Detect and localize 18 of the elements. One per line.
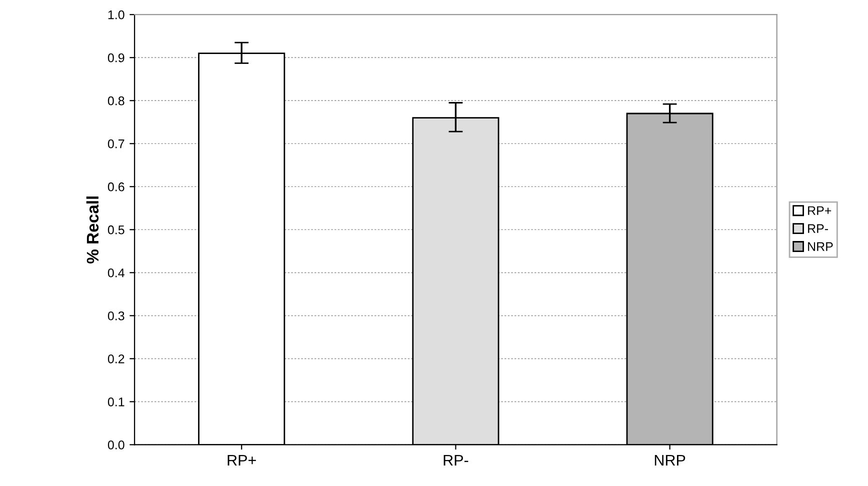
y-tick-label: 1.0 bbox=[108, 10, 124, 20]
y-tick-label: 0.4 bbox=[108, 268, 124, 278]
y-tick-label: 0.3 bbox=[108, 311, 124, 320]
y-tick-label: 0.6 bbox=[108, 182, 124, 192]
y-tick-label: 0.9 bbox=[108, 53, 124, 62]
y-tick-label: 0.7 bbox=[108, 139, 124, 148]
x-tick-label: RP- bbox=[444, 454, 468, 466]
y-tick-label: 0.2 bbox=[108, 354, 124, 364]
legend-label: NRP bbox=[808, 242, 833, 251]
legend-label: RP- bbox=[808, 224, 828, 233]
y-axis-title: % Recall bbox=[86, 196, 99, 264]
legend-label: RP+ bbox=[808, 206, 832, 215]
x-tick-label: NRP bbox=[654, 454, 686, 466]
y-tick-label: 0.1 bbox=[108, 397, 124, 406]
x-tick-label: RP+ bbox=[228, 454, 256, 466]
y-tick-label: 0.8 bbox=[108, 96, 124, 106]
y-tick-label: 0.5 bbox=[108, 225, 124, 234]
y-tick-label: 0.0 bbox=[108, 440, 124, 450]
